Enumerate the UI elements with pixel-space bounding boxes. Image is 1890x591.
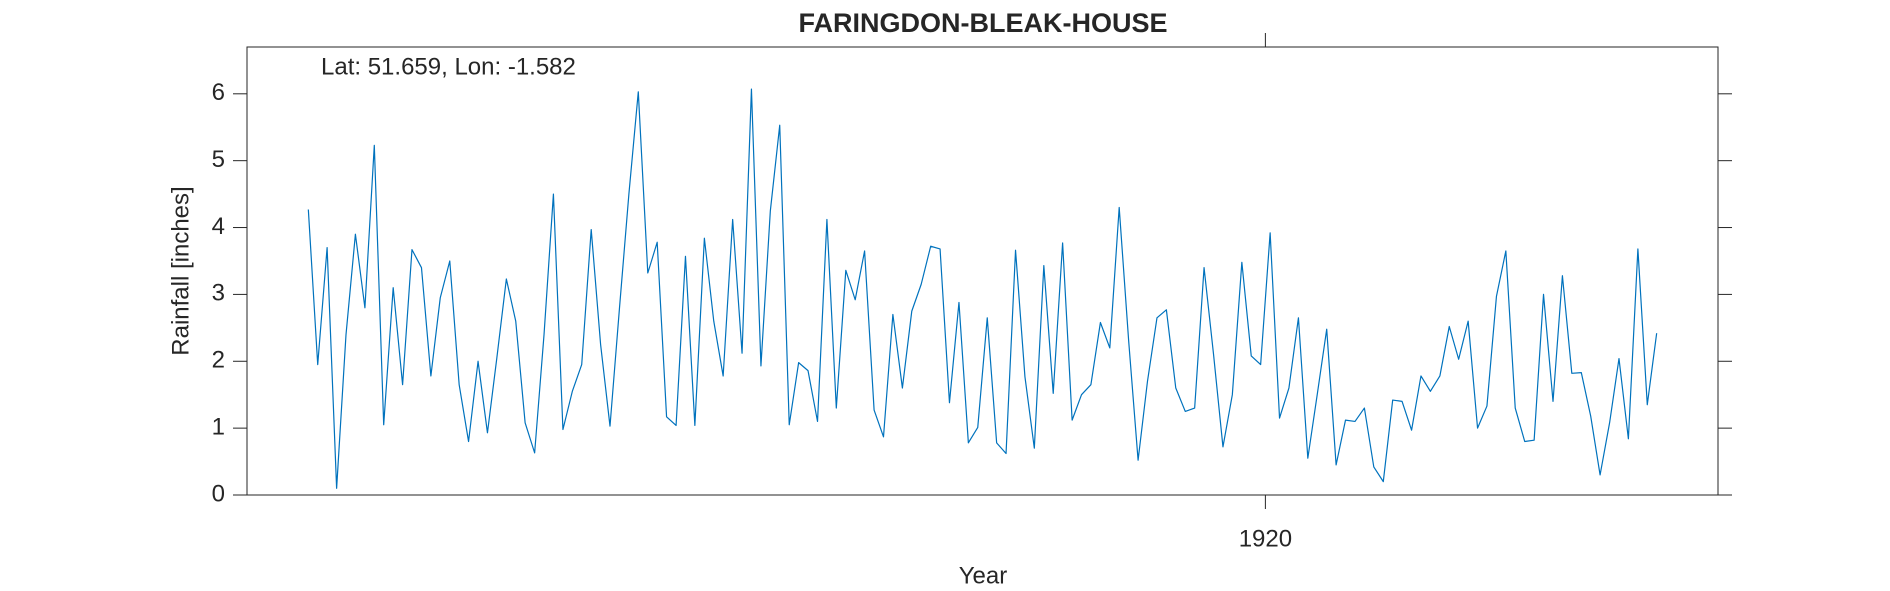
y-tick-label: 6 [212, 79, 225, 106]
x-axis-label: Year [959, 562, 1008, 589]
data-line [307, 88, 1658, 489]
y-tick-label: 4 [212, 213, 225, 240]
x-tick-label: 1920 [1239, 525, 1292, 552]
y-tick-label: 2 [212, 347, 225, 374]
annotation: Lat: 51.659, Lon: -1.582 [321, 53, 576, 80]
plot-box [246, 46, 1719, 496]
y-tick-label: 1 [212, 413, 225, 440]
chart-title: FARINGDON-BLEAK-HOUSE [799, 8, 1168, 38]
y-tick-label: 0 [212, 480, 225, 507]
y-tick-label: 3 [212, 280, 225, 307]
y-tick-label: 5 [212, 146, 225, 173]
y-axis-label: Rainfall [inches] [167, 186, 194, 355]
